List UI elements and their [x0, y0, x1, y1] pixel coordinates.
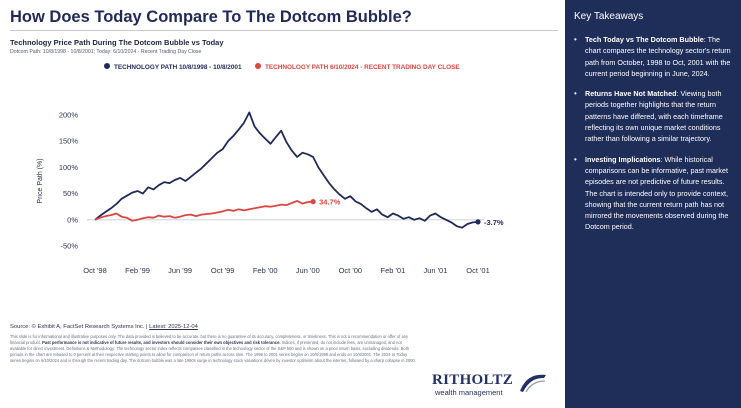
- ritholtz-logo: RITHOLTZ wealth management: [432, 372, 557, 402]
- takeaways-list: • Tech Today vs The Dotcom Bubble: The ch…: [574, 34, 737, 242]
- x-tick-label: Jun '00: [296, 266, 320, 275]
- takeaway-text: : While historical comparisons can be in…: [585, 154, 729, 232]
- disclaimer: This slide is for informational and illu…: [10, 334, 418, 364]
- legend-marker-dotcom: [104, 63, 110, 69]
- x-tick-label: Oct '99: [211, 266, 235, 275]
- takeaway-item: • Returns Have Not Matched: Viewing both …: [574, 88, 737, 144]
- y-tick-label: 200%: [59, 111, 79, 120]
- bullet-icon: •: [574, 35, 577, 44]
- takeaway-heading: Investing Implications: [585, 154, 661, 164]
- y-axis-label: Price Path (%): [37, 158, 44, 203]
- x-tick-label: Oct '00: [339, 266, 363, 275]
- series-line-today: [94, 200, 314, 222]
- x-tick-label: Feb '00: [253, 266, 278, 275]
- series-line-dotcom: [94, 111, 479, 229]
- title-divider: [10, 30, 558, 31]
- x-axis-ticks: Oct '98 Feb '99 Jun '99 Oct '99 Feb '00 Jun '…: [83, 266, 490, 275]
- end-point-dotcom: [475, 219, 481, 225]
- page-title: How Does Today Compare To The Dotcom Bub…: [10, 8, 412, 26]
- takeaway-item: • Tech Today vs The Dotcom Bubble: The ch…: [574, 34, 737, 79]
- key-takeaways-panel: Key Takeaways • Tech Today vs The Dotcom …: [565, 0, 741, 408]
- x-tick-label: Feb '01: [380, 266, 405, 275]
- bullet-icon: •: [574, 89, 577, 99]
- takeaway-heading: Tech Today vs The Dotcom Bubble: [585, 35, 704, 44]
- y-tick-label: 50%: [63, 189, 78, 198]
- end-label-today: 34.7%: [319, 198, 341, 207]
- chart-legend: TECHNOLOGY PATH 10/8/1998 - 10/8/2001 TE…: [104, 63, 460, 71]
- end-label-dotcom: -3.7%: [484, 218, 504, 227]
- key-takeaways-title: Key Takeaways: [574, 11, 644, 22]
- source-line: Source: © Exhibit A, FactSet Research Sy…: [10, 324, 198, 330]
- chart-panel: How Does Today Compare To The Dotcom Bub…: [10, 8, 558, 402]
- end-point-today: [310, 199, 316, 205]
- bullet-icon: •: [574, 154, 577, 164]
- y-tick-label: 150%: [59, 137, 79, 146]
- legend-label-dotcom: TECHNOLOGY PATH 10/8/1998 - 10/8/2001: [114, 64, 242, 71]
- takeaway-text: : The chart compares the technology sect…: [585, 35, 731, 78]
- x-tick-label: Jun '01: [423, 266, 447, 275]
- logo-wordmark: RITHOLTZ: [432, 372, 514, 388]
- logo-swoosh-icon: [520, 374, 546, 393]
- chart-subtitle: Technology Price Path During The Dotcom …: [10, 38, 224, 47]
- x-tick-label: Oct '01: [466, 266, 490, 275]
- takeaway-heading: Returns Have Not Matched: [585, 89, 677, 99]
- x-tick-label: Feb '99: [125, 266, 150, 275]
- y-axis-ticks: 200% 150% 100% 50% 0% -50%: [59, 111, 79, 251]
- disclaimer-bold: Past performance is not indicative of fu…: [42, 340, 281, 346]
- logo-subtitle: wealth management: [435, 388, 503, 397]
- x-tick-label: Oct '98: [83, 266, 107, 275]
- y-tick-label: 100%: [59, 163, 79, 172]
- takeaway-text: : Viewing both periods together highligh…: [585, 89, 723, 144]
- y-tick-label: 0%: [67, 215, 78, 224]
- disclaimer-part1: This slide is for informational and illu…: [10, 334, 409, 346]
- latest-date-link[interactable]: Latest: 2025-12-04: [149, 324, 198, 330]
- chart-periods: Dotcom Path: 10/8/1998 - 10/8/2001; Toda…: [10, 49, 202, 55]
- source-text: Source: © Exhibit A, FactSet Research Sy…: [10, 324, 150, 330]
- x-tick-label: Jun '99: [168, 266, 192, 275]
- takeaway-item: • Investing Implications: While historica…: [574, 154, 737, 233]
- line-chart: TECHNOLOGY PATH 10/8/1998 - 10/8/2001 TE…: [37, 63, 504, 275]
- legend-label-today: TECHNOLOGY PATH 6/10/2024 - RECENT TRADI…: [265, 64, 460, 71]
- disclaimer-part2: Indices, if presented, do not include fe…: [10, 340, 416, 364]
- y-tick-label: -50%: [60, 242, 78, 251]
- legend-marker-today: [255, 63, 261, 69]
